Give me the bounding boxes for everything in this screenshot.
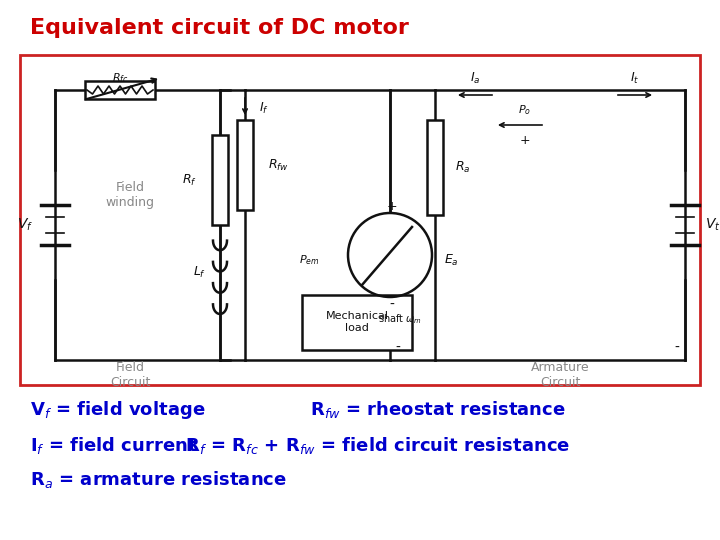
Text: -: - [395,341,400,355]
Text: $R_f$: $R_f$ [182,172,197,187]
Bar [20,55,700,385]
Bar [237,120,253,210]
Text: $V_f$: $V_f$ [17,217,33,233]
Text: -: - [675,341,680,355]
Text: $P_o$: $P_o$ [518,103,531,117]
Text: -: - [390,298,395,312]
Text: Field
Circuit: Field Circuit [110,361,150,389]
Text: R$_f$ = R$_{fc}$ + R$_{fw}$ = field circuit resistance: R$_f$ = R$_{fc}$ + R$_{fw}$ = field circ… [185,435,570,456]
Text: $V_t$: $V_t$ [705,217,720,233]
Text: shaft $\omega_m$: shaft $\omega_m$ [378,312,422,326]
Text: +: + [387,200,397,213]
Text: I$_f$ = field current: I$_f$ = field current [30,435,197,456]
Bar [212,135,228,225]
Text: $R_{fw}$: $R_{fw}$ [268,158,289,173]
Text: $L_f$: $L_f$ [193,265,206,280]
Text: Field
winding: Field winding [106,181,155,209]
Bar [85,81,155,99]
Text: Mechanical
load: Mechanical load [325,311,389,333]
Text: Equivalent circuit of DC motor: Equivalent circuit of DC motor [30,18,409,38]
Text: $I_a$: $I_a$ [469,70,480,85]
Text: $R_{fc}$: $R_{fc}$ [112,71,128,85]
Text: $R_a$: $R_a$ [455,159,470,174]
Bar [302,295,412,350]
Text: $I_f$: $I_f$ [259,100,269,116]
Text: $I_t$: $I_t$ [630,70,639,85]
Text: +: + [520,133,531,146]
Text: Armature
Circuit: Armature Circuit [531,361,589,389]
Bar [427,120,443,215]
Text: R$_{fw}$ = rheostat resistance: R$_{fw}$ = rheostat resistance [310,400,566,421]
Text: $P_{em}$: $P_{em}$ [300,253,320,267]
Text: R$_a$ = armature resistance: R$_a$ = armature resistance [30,469,287,490]
Text: V$_f$ = field voltage: V$_f$ = field voltage [30,399,205,421]
Text: $E_a$: $E_a$ [444,252,459,267]
